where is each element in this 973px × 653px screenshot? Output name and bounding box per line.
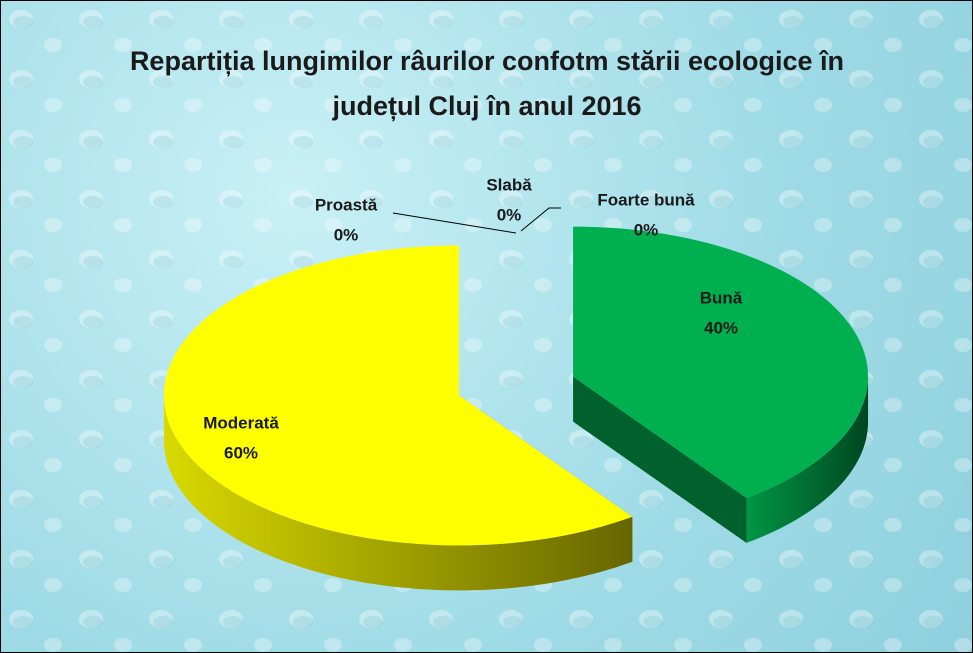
data-label-value: 0% (634, 220, 659, 239)
data-label-value: 40% (704, 318, 738, 337)
data-label-name: Moderată (203, 413, 279, 432)
chart-title: Repartiția lungimilor râurilor confotm s… (117, 39, 857, 129)
data-label-value: 0% (334, 225, 359, 244)
data-label-value: 60% (224, 443, 258, 462)
data-label-name: Foarte bună (597, 190, 695, 209)
data-label-name: Slabă (486, 175, 532, 194)
data-label-name: Bună (700, 288, 743, 307)
data-label-name: Proastă (315, 195, 378, 214)
chart: Foarte bună 0% Bună 40% Moderată 60% Proastă 0%… (0, 0, 973, 653)
data-label-value: 0% (497, 205, 522, 224)
